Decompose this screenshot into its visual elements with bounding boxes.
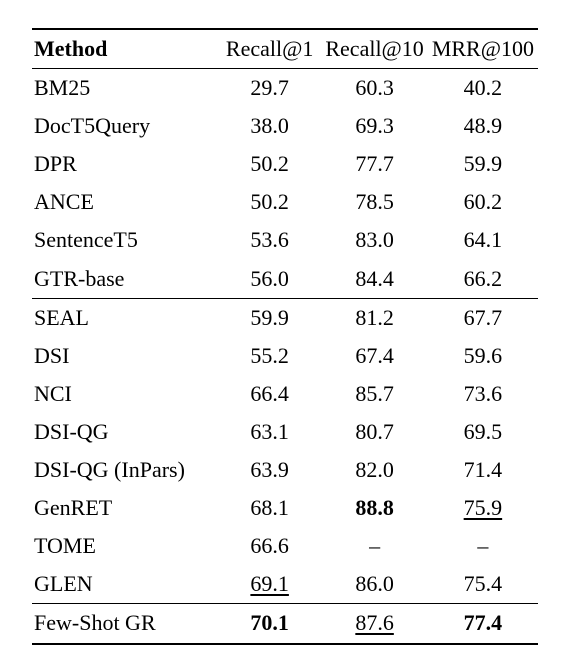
cell-method: DPR [32,145,218,183]
cell-method: NCI [32,375,218,413]
table-row: DocT5Query38.069.348.9 [32,107,538,145]
cell-recall10: 81.2 [321,298,427,337]
cell-recall10: 82.0 [321,451,427,489]
table-row: GTR-base56.084.466.2 [32,260,538,299]
cell-mrr100: 73.6 [428,375,538,413]
cell-method: ANCE [32,183,218,221]
cell-recall1: 66.6 [218,527,321,565]
table-body: BM2529.760.340.2DocT5Query38.069.348.9DP… [32,69,538,644]
cell-method: TOME [32,527,218,565]
cell-method: DSI [32,337,218,375]
table-row: SentenceT553.683.064.1 [32,221,538,259]
cell-recall1: 29.7 [218,69,321,108]
cell-recall10: 83.0 [321,221,427,259]
cell-mrr100: 77.4 [428,604,538,644]
cell-mrr100: 66.2 [428,260,538,299]
cell-recall1: 66.4 [218,375,321,413]
cell-recall1: 69.1 [218,565,321,604]
table-row: DPR50.277.759.9 [32,145,538,183]
cell-recall1: 50.2 [218,183,321,221]
cell-recall1: 56.0 [218,260,321,299]
cell-mrr100: 59.6 [428,337,538,375]
cell-recall1: 38.0 [218,107,321,145]
cell-method: DocT5Query [32,107,218,145]
cell-recall1: 59.9 [218,298,321,337]
cell-recall1: 55.2 [218,337,321,375]
table-row: BM2529.760.340.2 [32,69,538,108]
cell-recall10: 60.3 [321,69,427,108]
cell-mrr100: 75.9 [428,489,538,527]
col-header-mrr100: MRR@100 [428,29,538,69]
cell-recall10: 77.7 [321,145,427,183]
cell-recall10: 80.7 [321,413,427,451]
cell-method: BM25 [32,69,218,108]
cell-recall10: 78.5 [321,183,427,221]
cell-mrr100: 59.9 [428,145,538,183]
cell-recall1: 63.9 [218,451,321,489]
cell-recall10: 84.4 [321,260,427,299]
table-row: GenRET68.188.875.9 [32,489,538,527]
col-header-method: Method [32,29,218,69]
table-row: TOME66.6–– [32,527,538,565]
cell-method: GTR-base [32,260,218,299]
table-row: NCI66.485.773.6 [32,375,538,413]
table-row: ANCE50.278.560.2 [32,183,538,221]
table-row: GLEN69.186.075.4 [32,565,538,604]
col-header-recall1: Recall@1 [218,29,321,69]
table-row: DSI55.267.459.6 [32,337,538,375]
col-header-recall10: Recall@10 [321,29,427,69]
cell-method: SentenceT5 [32,221,218,259]
cell-recall1: 63.1 [218,413,321,451]
cell-method: DSI-QG [32,413,218,451]
cell-mrr100: 40.2 [428,69,538,108]
cell-recall1: 70.1 [218,604,321,644]
table-header-row: Method Recall@1 Recall@10 MRR@100 [32,29,538,69]
cell-method: Few-Shot GR [32,604,218,644]
cell-method: GLEN [32,565,218,604]
cell-recall10: 86.0 [321,565,427,604]
cell-method: GenRET [32,489,218,527]
cell-recall10: 88.8 [321,489,427,527]
cell-mrr100: 69.5 [428,413,538,451]
cell-mrr100: 71.4 [428,451,538,489]
cell-recall1: 53.6 [218,221,321,259]
cell-mrr100: 64.1 [428,221,538,259]
cell-mrr100: 60.2 [428,183,538,221]
table-row: Few-Shot GR70.187.677.4 [32,604,538,644]
cell-method: DSI-QG (InPars) [32,451,218,489]
results-table: Method Recall@1 Recall@10 MRR@100 BM2529… [32,28,538,645]
cell-mrr100: 67.7 [428,298,538,337]
table-container: Method Recall@1 Recall@10 MRR@100 BM2529… [0,0,570,645]
cell-recall10: – [321,527,427,565]
table-row: DSI-QG63.180.769.5 [32,413,538,451]
cell-mrr100: – [428,527,538,565]
cell-recall10: 67.4 [321,337,427,375]
table-row: SEAL59.981.267.7 [32,298,538,337]
cell-mrr100: 48.9 [428,107,538,145]
cell-recall10: 85.7 [321,375,427,413]
cell-recall1: 50.2 [218,145,321,183]
table-row: DSI-QG (InPars)63.982.071.4 [32,451,538,489]
cell-recall10: 87.6 [321,604,427,644]
cell-mrr100: 75.4 [428,565,538,604]
cell-recall10: 69.3 [321,107,427,145]
cell-method: SEAL [32,298,218,337]
cell-recall1: 68.1 [218,489,321,527]
